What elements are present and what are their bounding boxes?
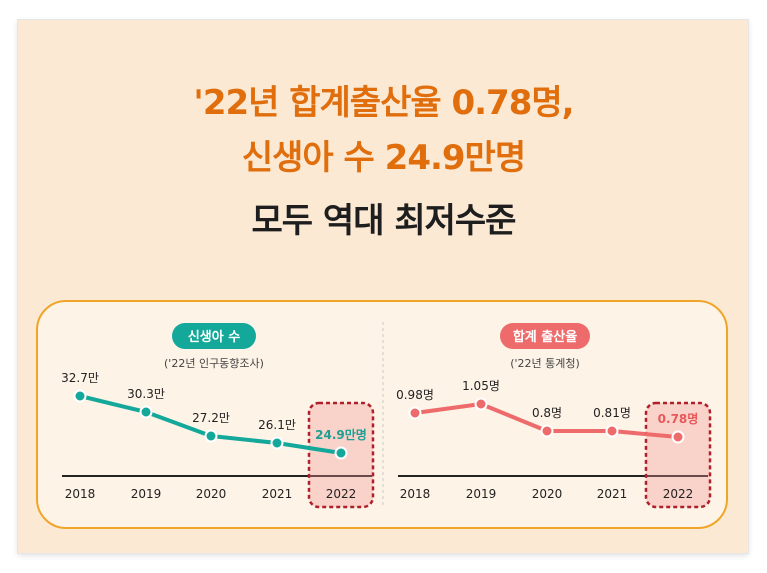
births-tick-2021: 2021 [262, 487, 293, 501]
headline-line-1: '22년 합계출산율 0.78명, [193, 83, 574, 123]
births-point-2019 [139, 405, 153, 419]
births-value-label-2019: 30.3만 [127, 387, 165, 401]
headline-line-3: 모두 역대 최저수준 [251, 201, 517, 241]
fertility-point-2022 [671, 430, 685, 444]
headline-line-2: 신생아 수 24.9만명 [241, 138, 526, 178]
births-value-label-2020: 27.2만 [192, 411, 230, 425]
births-point-2021 [270, 436, 284, 450]
births-point-2018 [73, 389, 87, 403]
fertility-tick-2019: 2019 [466, 487, 497, 501]
fertility-tick-2022: 2022 [663, 487, 694, 501]
fertility-point-2020 [540, 424, 554, 438]
fertility-value-label-2018: 0.98명 [396, 388, 434, 402]
births-point-2022 [334, 446, 348, 460]
fertility-tick-2021: 2021 [597, 487, 628, 501]
fertility-value-label-2019: 1.05명 [462, 379, 500, 393]
births-value-label-2021: 26.1만 [258, 418, 296, 432]
births-badge-label: 신생아 수 [188, 329, 240, 345]
births-value-label-2018: 32.7만 [61, 371, 99, 385]
births-tick-2020: 2020 [196, 487, 227, 501]
fertility-point-2018 [408, 406, 422, 420]
fertility-tick-2018: 2018 [400, 487, 431, 501]
fertility-value-label-2022: 0.78명 [658, 412, 699, 426]
births-tick-2022: 2022 [326, 487, 357, 501]
births-badge [172, 323, 256, 349]
births-tick-2018: 2018 [65, 487, 96, 501]
fertility-badge [500, 323, 590, 349]
fertility-highlight-box [644, 401, 712, 509]
births-tick-2019: 2019 [131, 487, 162, 501]
births-value-label-2022: 24.9만명 [315, 427, 367, 442]
births-point-2020 [204, 429, 218, 443]
fertility-value-label-2020: 0.8명 [532, 406, 562, 420]
fertility-point-2021 [605, 424, 619, 438]
fertility-tick-2020: 2020 [532, 487, 563, 501]
fertility-value-label-2021: 0.81명 [593, 406, 631, 420]
fertility-point-2019 [474, 397, 488, 411]
fertility-source: ('22년 통계청) [510, 357, 580, 370]
births-source: ('22년 인구동향조사) [164, 357, 264, 370]
fertility-badge-label: 합계 출산율 [513, 329, 577, 345]
